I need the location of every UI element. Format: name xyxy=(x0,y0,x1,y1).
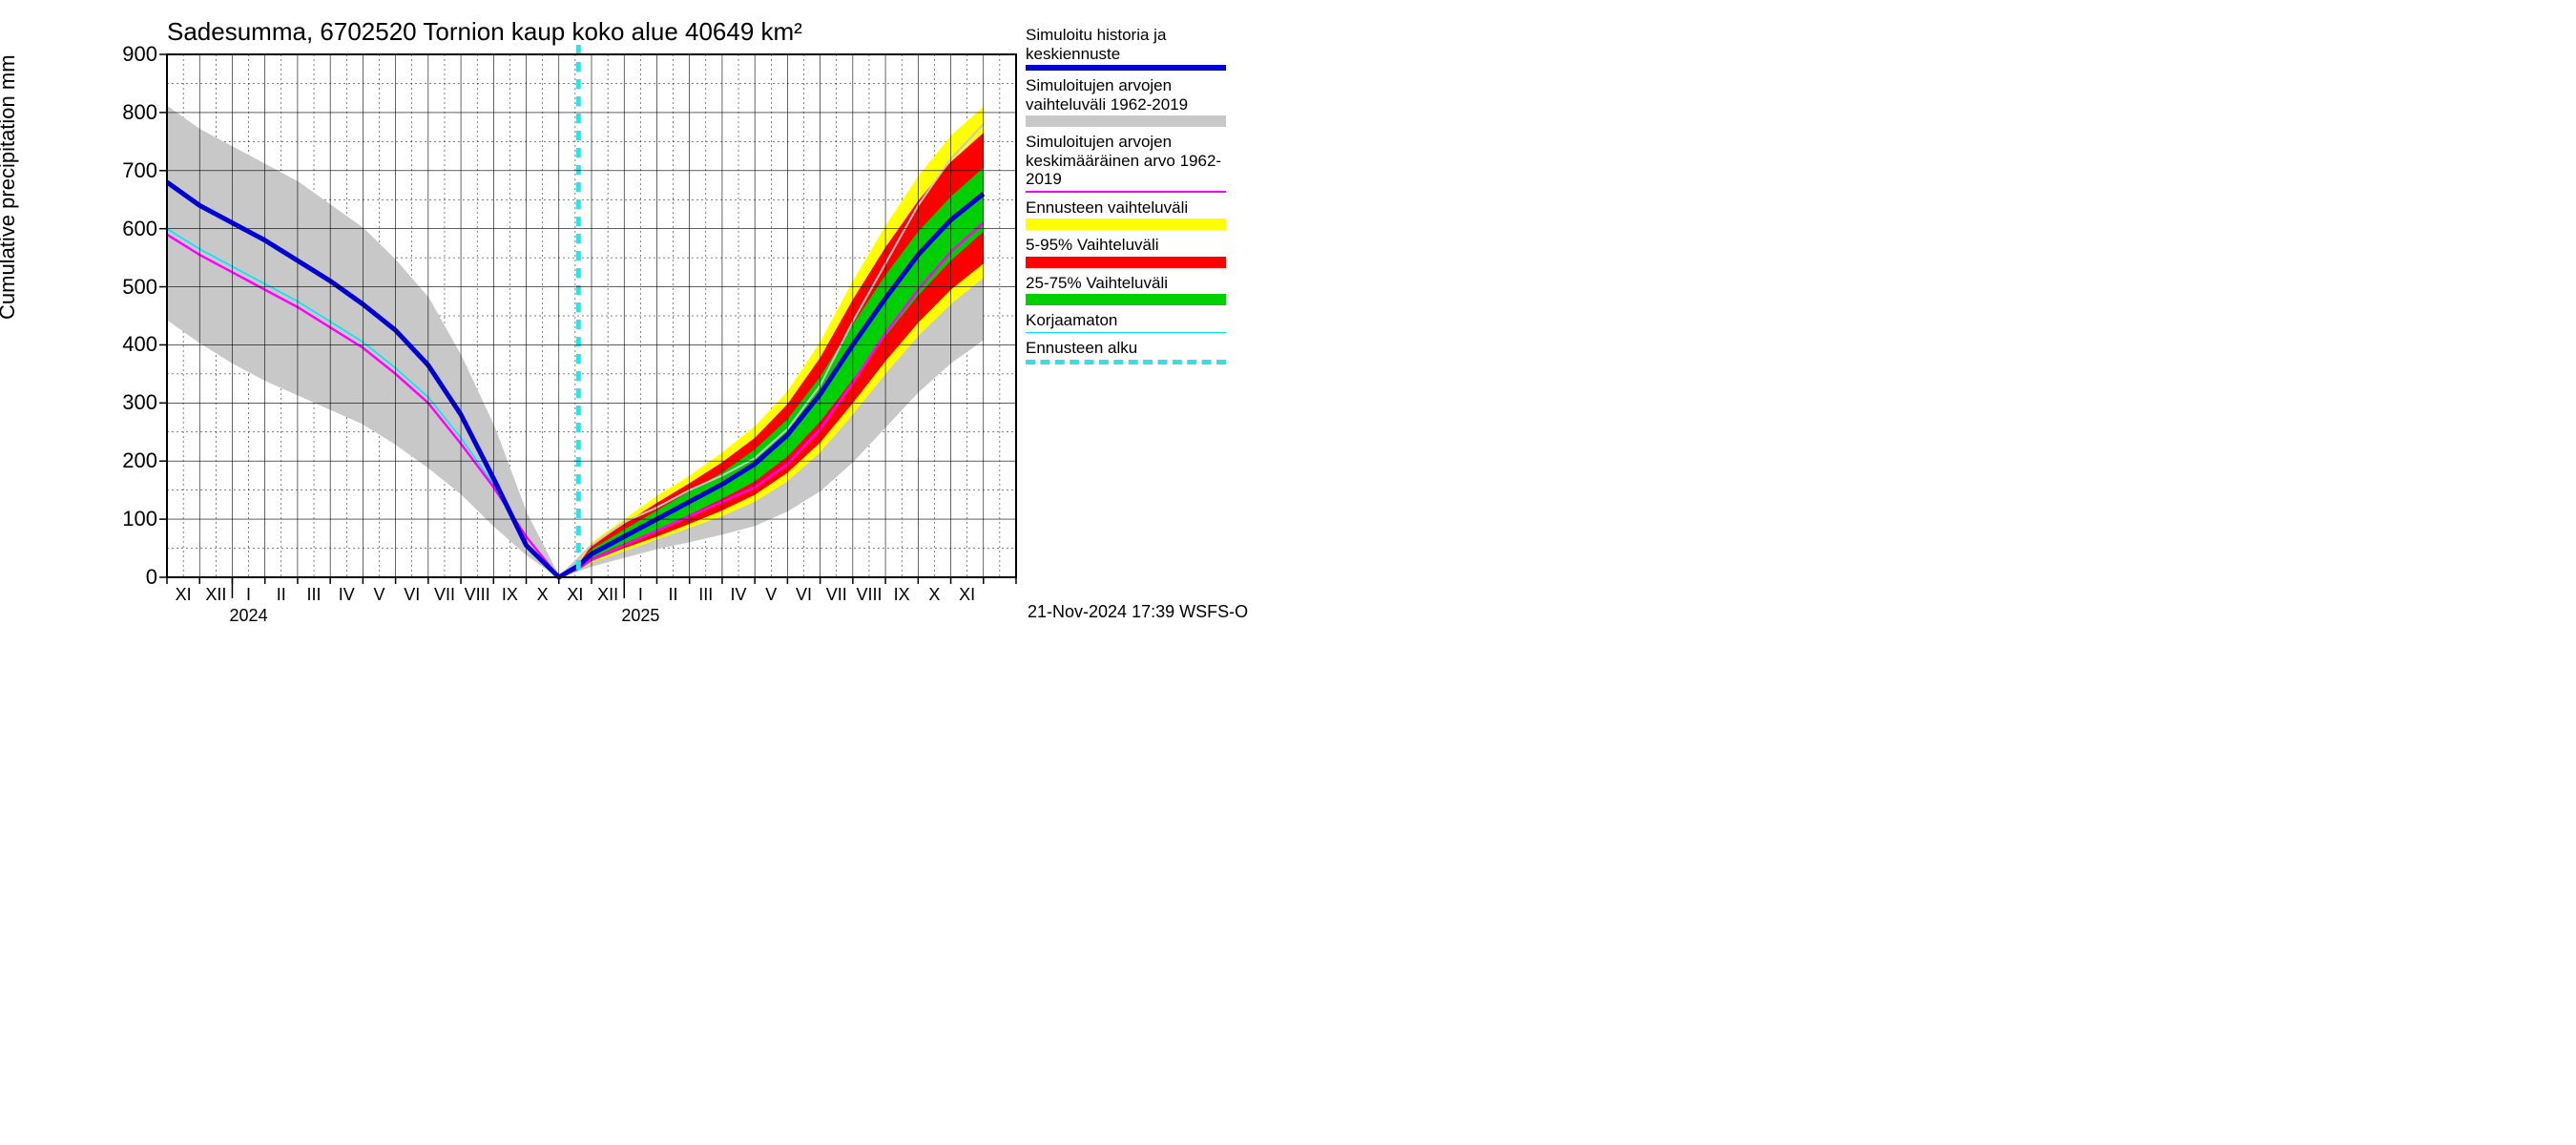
x-tick-label: X xyxy=(928,585,940,605)
legend-label: 5-95% Vaihteluväli xyxy=(1026,236,1236,255)
y-tick-label: 300 xyxy=(100,390,157,415)
y-axis-label: Cumulative precipitation mm xyxy=(0,54,20,320)
legend-label: Ennusteen alku xyxy=(1026,339,1236,358)
legend-swatch xyxy=(1026,332,1226,333)
y-tick-label: 600 xyxy=(100,217,157,241)
legend-swatch xyxy=(1026,115,1226,127)
legend-item: Korjaamaton xyxy=(1026,311,1236,333)
y-tick-label: 200 xyxy=(100,448,157,473)
x-tick-label: VII xyxy=(434,585,455,605)
x-tick-label: X xyxy=(537,585,549,605)
legend-swatch xyxy=(1026,65,1226,71)
legend-label: Simuloitujen arvojen vaihteluväli 1962-2… xyxy=(1026,76,1236,114)
legend-swatch xyxy=(1026,191,1226,193)
legend-label: 25-75% Vaihteluväli xyxy=(1026,274,1236,293)
x-tick-label: IX xyxy=(502,585,518,605)
x-tick-label: XII xyxy=(597,585,618,605)
x-tick-label: IV xyxy=(339,585,355,605)
x-tick-label: IX xyxy=(894,585,910,605)
x-tick-label: I xyxy=(638,585,643,605)
legend-label: Simuloitujen arvojen keskimääräinen arvo… xyxy=(1026,133,1236,189)
x-year-label: 2025 xyxy=(621,606,659,626)
legend-label: Simuloitu historia ja keskiennuste xyxy=(1026,26,1236,63)
legend-item: Ennusteen vaihteluväli xyxy=(1026,198,1236,231)
x-tick-label: XII xyxy=(205,585,226,605)
x-tick-label: VIII xyxy=(856,585,882,605)
legend-item: 5-95% Vaihteluväli xyxy=(1026,236,1236,268)
x-tick-label: VI xyxy=(796,585,812,605)
x-tick-label: VII xyxy=(826,585,847,605)
y-tick-label: 0 xyxy=(100,565,157,590)
legend-label: Ennusteen vaihteluväli xyxy=(1026,198,1236,218)
y-tick-label: 500 xyxy=(100,275,157,300)
chart-title: Sadesumma, 6702520 Tornion kaup koko alu… xyxy=(167,17,802,47)
y-tick-label: 900 xyxy=(100,42,157,67)
legend-item: Simuloitujen arvojen keskimääräinen arvo… xyxy=(1026,133,1236,193)
timestamp-label: 21-Nov-2024 17:39 WSFS-O xyxy=(1028,602,1248,622)
x-tick-label: III xyxy=(698,585,713,605)
legend-swatch xyxy=(1026,257,1226,268)
legend-item: Simuloitujen arvojen vaihteluväli 1962-2… xyxy=(1026,76,1236,127)
chart-container: Sadesumma, 6702520 Tornion kaup koko alu… xyxy=(0,0,1431,636)
x-tick-label: V xyxy=(373,585,384,605)
legend-item: 25-75% Vaihteluväli xyxy=(1026,274,1236,306)
legend-label: Korjaamaton xyxy=(1026,311,1236,330)
x-tick-label: IV xyxy=(731,585,747,605)
x-tick-label: XI xyxy=(959,585,975,605)
x-tick-label: XI xyxy=(176,585,192,605)
x-tick-label: V xyxy=(765,585,777,605)
x-year-label: 2024 xyxy=(230,606,268,626)
x-tick-label: I xyxy=(246,585,251,605)
legend-item: Simuloitu historia ja keskiennuste xyxy=(1026,26,1236,71)
legend-swatch xyxy=(1026,219,1226,230)
x-tick-label: VIII xyxy=(465,585,490,605)
legend-item: Ennusteen alku xyxy=(1026,339,1236,364)
x-tick-label: VI xyxy=(404,585,420,605)
x-tick-label: XI xyxy=(567,585,583,605)
y-tick-label: 700 xyxy=(100,158,157,183)
x-tick-label: II xyxy=(277,585,286,605)
y-tick-label: 400 xyxy=(100,332,157,357)
x-tick-label: III xyxy=(307,585,322,605)
legend-swatch xyxy=(1026,294,1226,305)
x-tick-label: II xyxy=(669,585,678,605)
y-tick-label: 100 xyxy=(100,507,157,531)
y-tick-label: 800 xyxy=(100,100,157,125)
legend-swatch xyxy=(1026,360,1226,364)
legend: Simuloitu historia ja keskiennuste Simulo… xyxy=(1026,26,1236,370)
